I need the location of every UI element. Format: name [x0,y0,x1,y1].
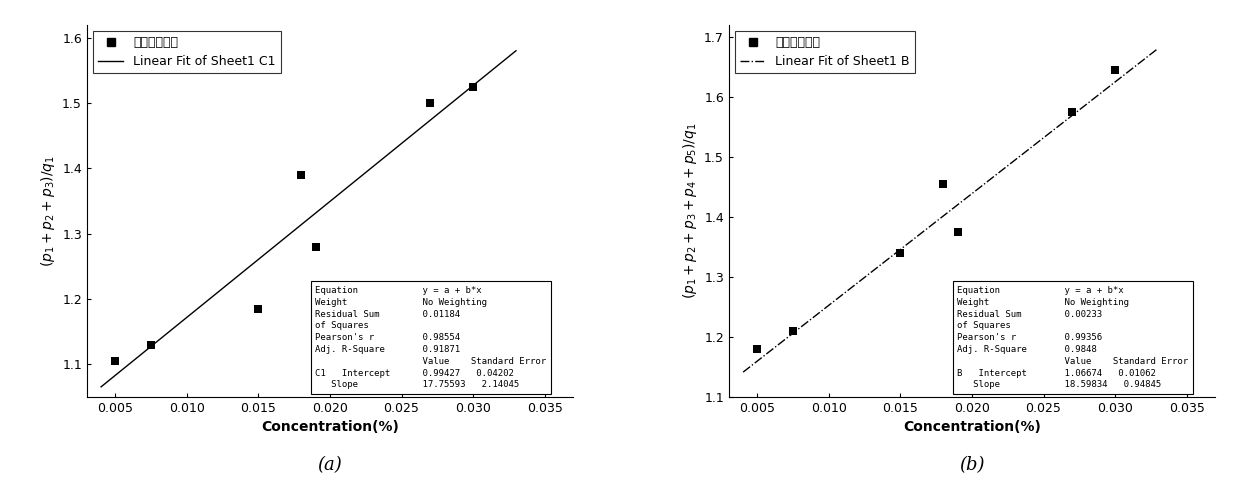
X-axis label: Concentration(%): Concentration(%) [262,420,399,434]
X-axis label: Concentration(%): Concentration(%) [903,420,1040,434]
Point [141,341,161,349]
Legend: 五条分析谱线, Linear Fit of Sheet1 B: 五条分析谱线, Linear Fit of Sheet1 B [735,31,915,73]
Y-axis label: $(p_1+p_2+p_3+p_4+p_5)/q_1$: $(p_1+p_2+p_3+p_4+p_5)/q_1$ [681,123,698,299]
Point [105,357,125,365]
Point [1063,108,1083,116]
Point [420,99,440,107]
Point [934,180,954,188]
Point [947,228,967,236]
Point [306,243,326,250]
Point [784,327,804,335]
Point [291,171,311,179]
Text: (b): (b) [960,456,985,474]
Text: Equation            y = a + b*x
Weight              No Weighting
Residual Sum   : Equation y = a + b*x Weight No Weighting… [315,286,547,389]
Point [248,305,268,312]
Point [748,345,768,353]
Point [1105,66,1125,74]
Point [890,249,910,257]
Text: (a): (a) [317,456,342,474]
Point [463,83,482,91]
Y-axis label: $(p_1+p_2+p_3)/q_1$: $(p_1+p_2+p_3)/q_1$ [38,155,57,267]
Legend: 三条分析谱线, Linear Fit of Sheet1 C1: 三条分析谱线, Linear Fit of Sheet1 C1 [93,31,280,73]
Text: Equation            y = a + b*x
Weight              No Weighting
Residual Sum   : Equation y = a + b*x Weight No Weighting… [957,286,1189,389]
